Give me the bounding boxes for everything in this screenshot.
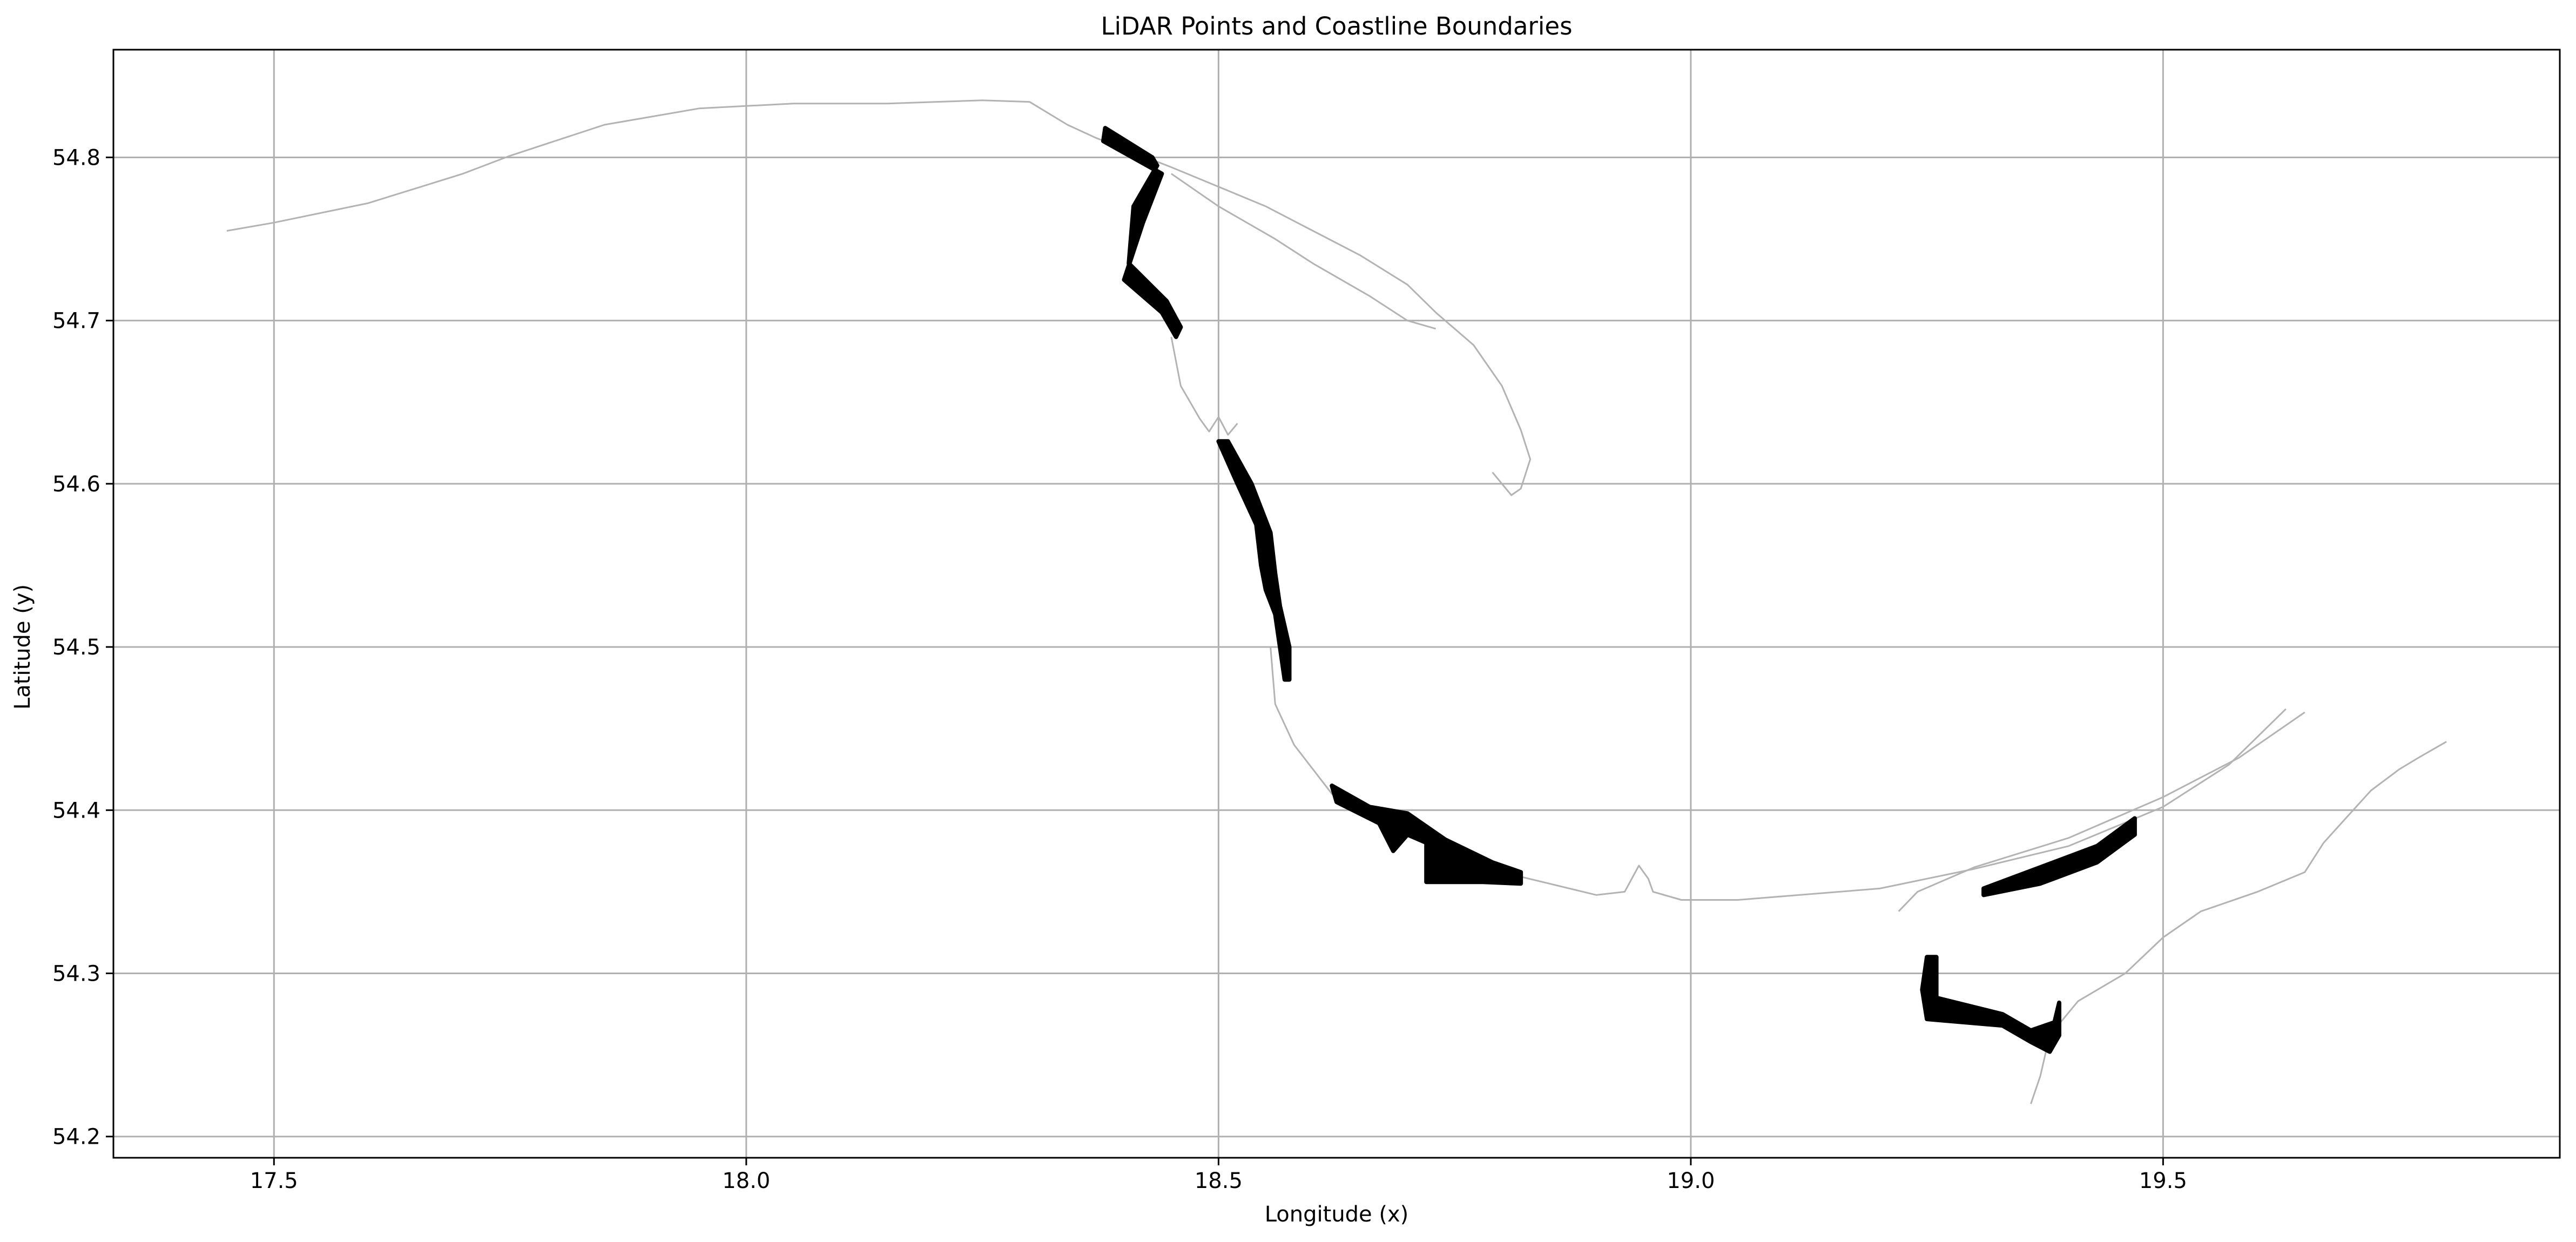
lidar-region <box>1981 816 2137 897</box>
y-tick-label: 54.7 <box>52 309 100 334</box>
lidar-region <box>1920 955 2061 1054</box>
y-tick-label: 54.2 <box>52 1125 100 1150</box>
x-tick-label: 17.5 <box>250 1169 298 1193</box>
plot-frame <box>112 49 2561 1159</box>
coastline-segment <box>1898 711 2305 912</box>
y-tick-label: 54.4 <box>52 798 100 823</box>
lidar-region <box>1330 784 1523 886</box>
y-axis-label: Latitude (y) <box>10 584 35 710</box>
x-tick-label: 18.0 <box>722 1169 770 1193</box>
grid-layer <box>113 50 2560 1158</box>
x-tick-label: 19.0 <box>1667 1169 1715 1193</box>
coastline-segment <box>1170 336 1238 436</box>
coastline-segment <box>1270 646 2287 901</box>
lidar-region <box>1101 126 1183 339</box>
x-tick-label: 19.5 <box>2139 1169 2187 1193</box>
y-tick-label: 54.5 <box>52 635 100 660</box>
chart-title: LiDAR Points and Coastline Boundaries <box>1101 12 1572 40</box>
y-tick-label: 54.3 <box>52 962 100 987</box>
y-tick-label: 54.6 <box>52 472 100 497</box>
y-tick-label: 54.8 <box>52 145 100 170</box>
lidar-region <box>1216 439 1292 682</box>
x-axis-label: Longitude (x) <box>1265 1202 1409 1227</box>
coastline-segment <box>1171 173 1437 330</box>
x-tick-label: 18.5 <box>1195 1169 1243 1193</box>
axis-layer: 17.5 18.0 18.5 19.0 19.5 54.2 54.3 54.4 54.5 54.6… <box>52 145 2187 1193</box>
lidar-layer <box>1101 126 2137 1054</box>
